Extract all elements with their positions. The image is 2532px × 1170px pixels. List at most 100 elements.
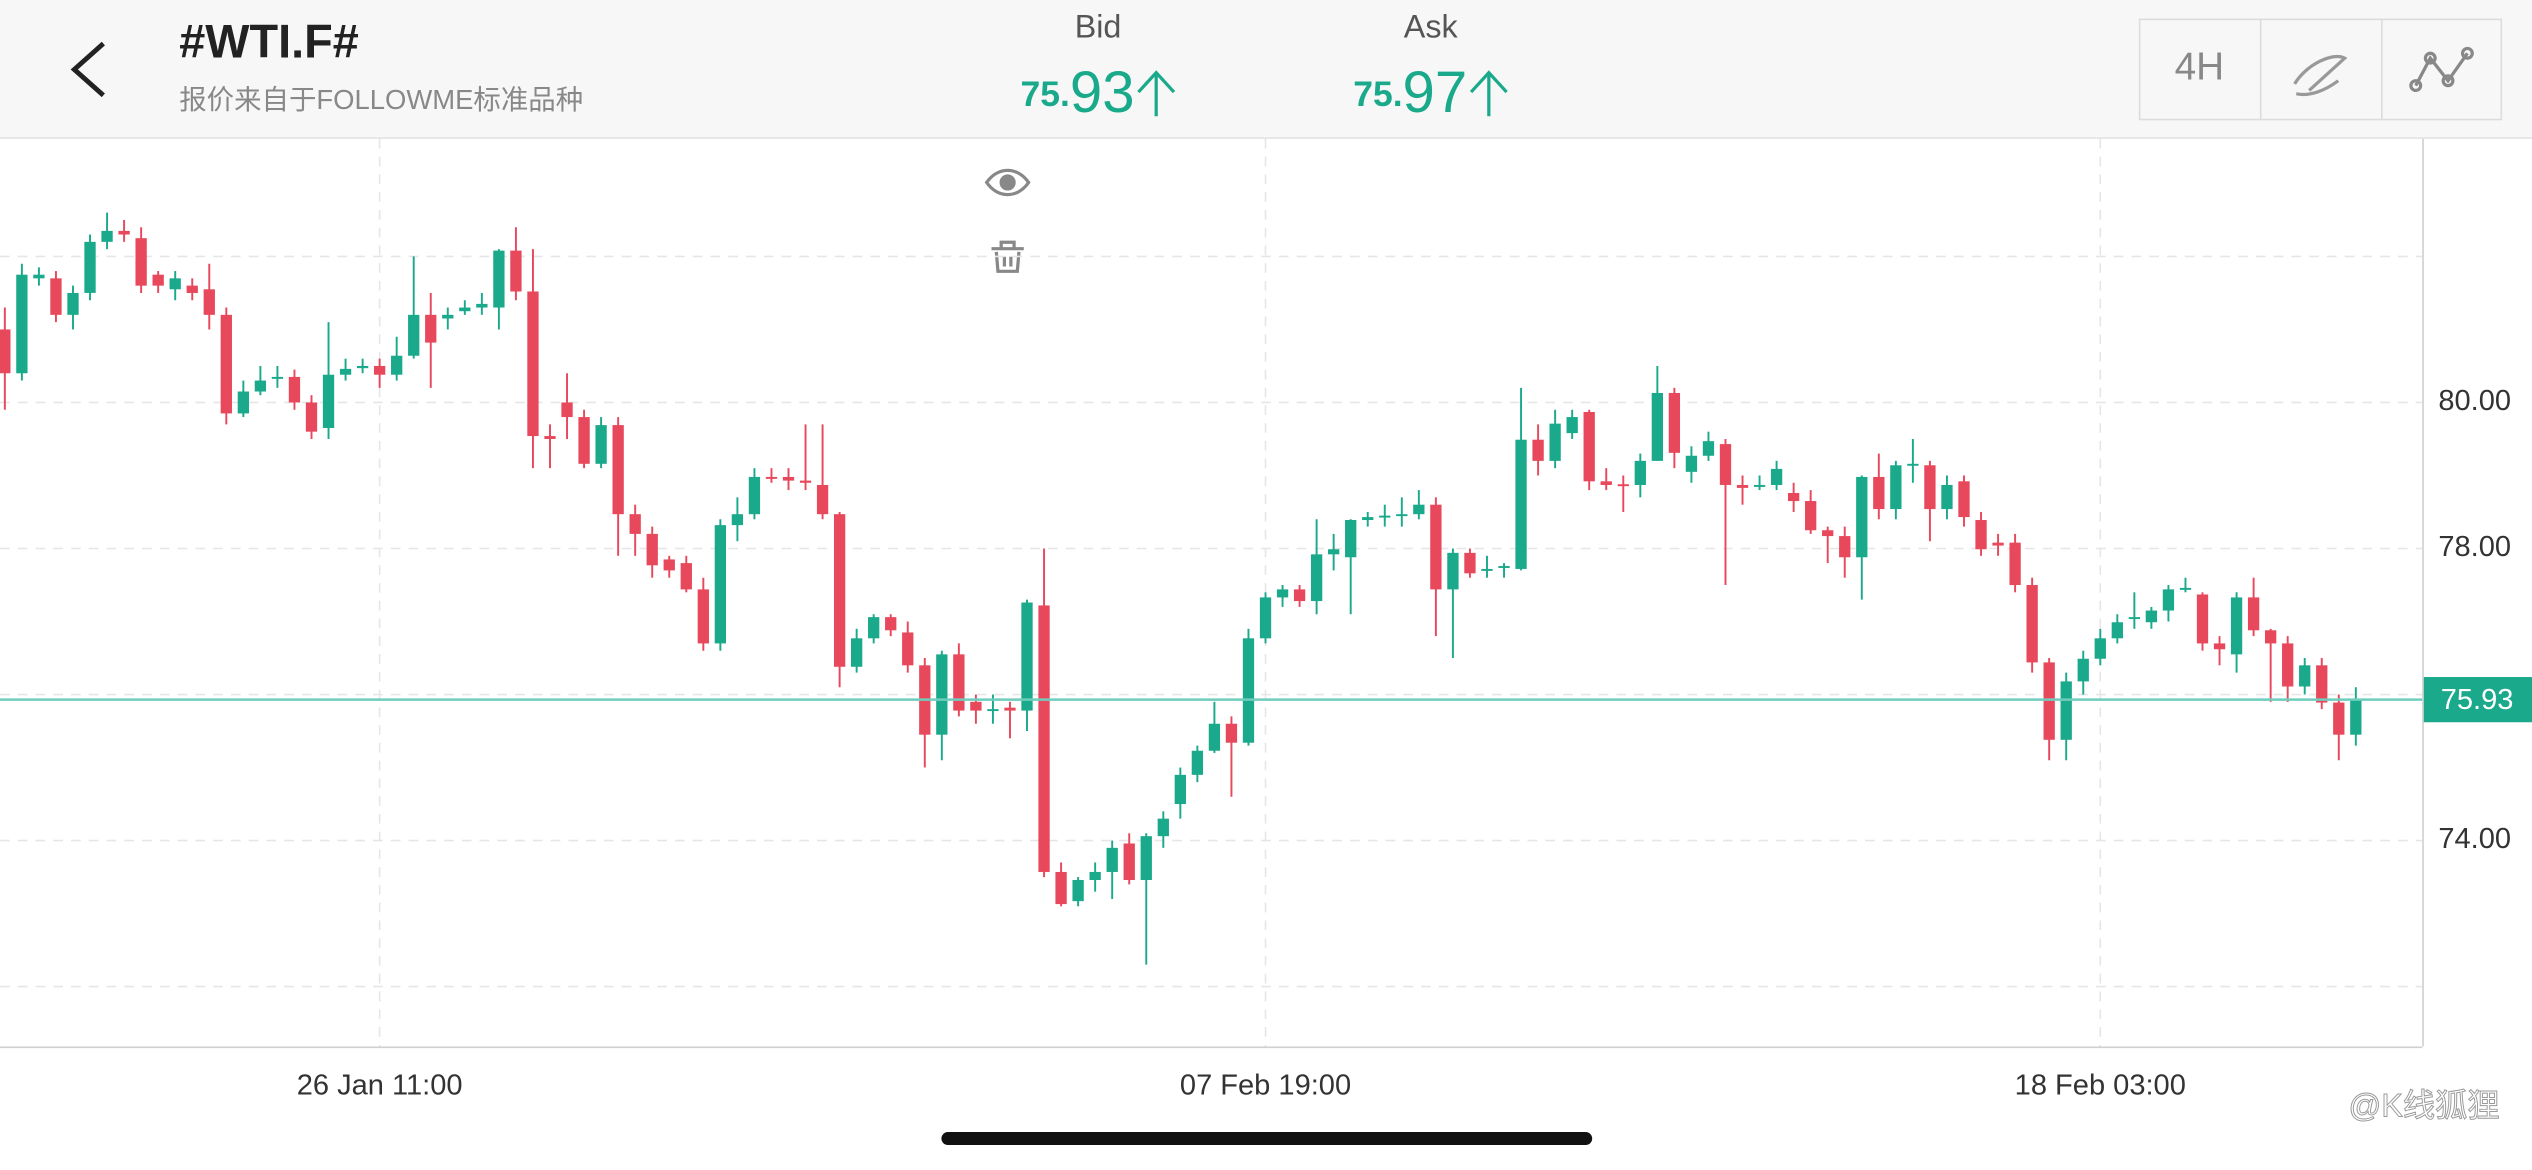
bid-up-arrow bbox=[1137, 70, 1176, 117]
candle-body bbox=[1191, 750, 1204, 775]
bid-label: Bid bbox=[1075, 9, 1122, 45]
timeframe-button[interactable]: 4H bbox=[2175, 46, 2225, 89]
candle-body bbox=[2094, 638, 2106, 659]
candle-body bbox=[2213, 643, 2226, 650]
eye-icon[interactable] bbox=[984, 168, 1031, 197]
back-button[interactable] bbox=[70, 41, 105, 98]
bid-price: 75.93 bbox=[1021, 60, 1135, 125]
candle-body bbox=[2009, 542, 2021, 586]
candle-body bbox=[868, 617, 880, 639]
header-bar bbox=[0, 0, 2532, 138]
candle-body bbox=[1498, 566, 1510, 568]
candle-body bbox=[578, 417, 590, 464]
candle-body bbox=[101, 230, 113, 242]
candle-body bbox=[322, 374, 335, 429]
candle-body bbox=[1651, 392, 1663, 461]
candle-body bbox=[527, 291, 539, 437]
candle-body bbox=[561, 402, 573, 418]
x-tick-label: 07 Feb 19:00 bbox=[1180, 1070, 1351, 1102]
candle-body bbox=[1907, 463, 1919, 466]
candle-body bbox=[1413, 504, 1425, 515]
candle-body bbox=[833, 514, 846, 667]
x-tick-label: 18 Feb 03:00 bbox=[2015, 1070, 2186, 1102]
candle-body bbox=[731, 514, 744, 526]
indicator-button[interactable] bbox=[2409, 46, 2474, 93]
candle-body bbox=[1106, 847, 1118, 872]
candle-body bbox=[2350, 699, 2362, 735]
candle-body bbox=[2060, 681, 2072, 740]
candle-body bbox=[1992, 542, 2004, 546]
candle-body bbox=[1566, 417, 1578, 434]
candle-body bbox=[1123, 843, 1135, 880]
candle-body bbox=[1770, 468, 1783, 485]
candle-body bbox=[1975, 520, 1987, 550]
candle-body bbox=[1293, 589, 1306, 602]
candle-body bbox=[2111, 622, 2123, 639]
ask-price: 75.97 bbox=[1353, 60, 1467, 125]
candle-body bbox=[271, 376, 284, 379]
candle-body bbox=[2282, 643, 2294, 687]
candle-body bbox=[1668, 392, 1681, 453]
candle-body bbox=[2026, 585, 2038, 663]
candle-body bbox=[339, 368, 352, 375]
candle-body bbox=[135, 238, 147, 286]
candle-body bbox=[782, 476, 795, 481]
candle-body bbox=[1004, 707, 1016, 711]
candle-body bbox=[2043, 662, 2055, 740]
candle-body bbox=[544, 436, 556, 439]
candle-body bbox=[373, 365, 386, 375]
candle-body bbox=[442, 314, 454, 319]
x-tick-label: 26 Jan 11:00 bbox=[297, 1070, 463, 1102]
candle-body bbox=[1873, 476, 1885, 510]
candle-body bbox=[1736, 484, 1749, 488]
ask-label: Ask bbox=[1404, 9, 1459, 45]
candle-body bbox=[1038, 605, 1050, 872]
candle-body bbox=[493, 250, 505, 308]
candle-body bbox=[2230, 597, 2243, 655]
candle-body bbox=[2077, 658, 2089, 682]
candle-body bbox=[1345, 520, 1357, 558]
candle-body bbox=[816, 484, 829, 515]
candle-body bbox=[2247, 597, 2260, 631]
delete-icon[interactable] bbox=[991, 240, 1024, 273]
candle-body bbox=[885, 617, 897, 631]
candle-body bbox=[595, 425, 607, 464]
candle-body bbox=[2145, 610, 2158, 623]
draw-tool-button[interactable] bbox=[2293, 54, 2348, 97]
candle-body bbox=[1174, 774, 1186, 805]
candle-body bbox=[203, 289, 215, 315]
candle-body bbox=[2316, 665, 2328, 703]
candle-body bbox=[2333, 702, 2345, 735]
candle-body bbox=[408, 314, 420, 356]
candle-body bbox=[936, 654, 948, 735]
y-tick-label: 74.00 bbox=[2438, 823, 2511, 855]
candle-body bbox=[799, 480, 812, 483]
candle-body bbox=[1822, 530, 1834, 537]
candle-body bbox=[1958, 481, 1970, 518]
candle-body bbox=[1805, 501, 1817, 531]
candle-body bbox=[1464, 552, 1476, 574]
candle-body bbox=[1362, 517, 1374, 521]
candle-body bbox=[220, 314, 232, 414]
candle-body bbox=[1583, 411, 1595, 482]
title: #WTI.F# bbox=[179, 16, 359, 68]
candle-body bbox=[459, 307, 471, 312]
watermark: @K线狐狸 bbox=[2349, 1087, 2500, 1123]
candle-body bbox=[1549, 423, 1561, 461]
candle-body bbox=[902, 632, 914, 666]
candle-body bbox=[1481, 568, 1493, 571]
candle-body bbox=[714, 525, 727, 644]
candle-body bbox=[1787, 493, 1800, 502]
candle-body bbox=[2299, 665, 2311, 687]
candle-body bbox=[1839, 536, 1851, 558]
candle-body bbox=[1447, 552, 1459, 590]
candle-body bbox=[697, 589, 709, 644]
candle-body bbox=[1208, 723, 1221, 751]
candle-body bbox=[237, 391, 250, 414]
candle-body bbox=[16, 274, 28, 374]
candle-body bbox=[0, 329, 11, 374]
candle-body bbox=[510, 250, 522, 292]
candle-body bbox=[1396, 514, 1408, 517]
candle-body bbox=[67, 292, 79, 315]
current-price-tag bbox=[2423, 677, 2532, 723]
